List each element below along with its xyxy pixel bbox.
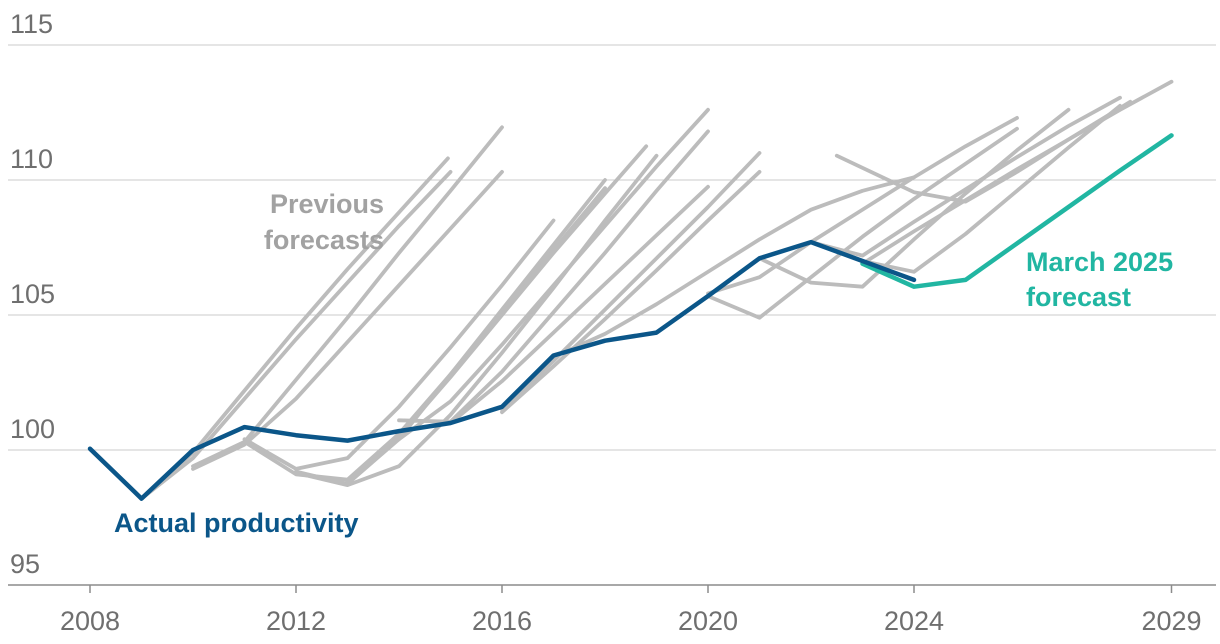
series-line-actual [87,239,917,501]
series-line-previous [706,126,1019,320]
x-tick-label: 2016 [472,606,532,636]
series-line-previous [397,107,710,442]
label-previous-forecasts-line1: Previous [269,189,384,219]
series-lines [87,79,1174,501]
y-tick-label: 95 [10,549,40,579]
x-tick-label: 2020 [678,606,738,636]
series-line-previous [448,184,710,425]
series-line-previous [294,153,659,488]
series-line-previous [500,169,762,415]
label-march-2025-forecast-line1: March 2025 [1026,247,1174,277]
gridlines [8,44,1216,451]
x-tick-label: 2012 [266,606,326,636]
label-march-2025-forecast: March 2025 forecast [1026,245,1173,315]
x-tick-label: 2008 [60,606,120,636]
tick-labels: 95 100 105 110 115 2008 2012 2016 2020 2024 2029 [10,9,1202,636]
series-line-previous [500,151,762,412]
series-line-previous [809,95,1122,258]
series-line-previous [191,169,504,471]
series-line-previous [551,175,916,359]
y-tick-label: 115 [10,9,53,39]
x-tick-label: 2029 [1141,606,1201,636]
series-line-previous [345,144,649,485]
y-tick-label: 110 [10,144,53,174]
label-actual-productivity: Actual productivity [114,508,359,538]
y-tick-label: 105 [10,279,55,309]
y-tick-label: 100 [10,414,55,444]
series-line-previous [242,218,556,471]
label-previous-forecasts-line2: forecasts [263,225,384,255]
label-previous-forecasts: Previous forecasts [264,186,384,258]
series-line-previous [757,107,1071,289]
series-line-previous [860,79,1174,266]
series-line-previous [706,116,1019,296]
series-line-previous [139,169,453,501]
series-line-forecast [860,133,1174,289]
x-tick-label: 2024 [884,606,944,636]
x-axis [8,584,1216,593]
series-line-previous [860,103,1122,274]
label-march-2025-forecast-line2: forecast [1026,282,1132,312]
